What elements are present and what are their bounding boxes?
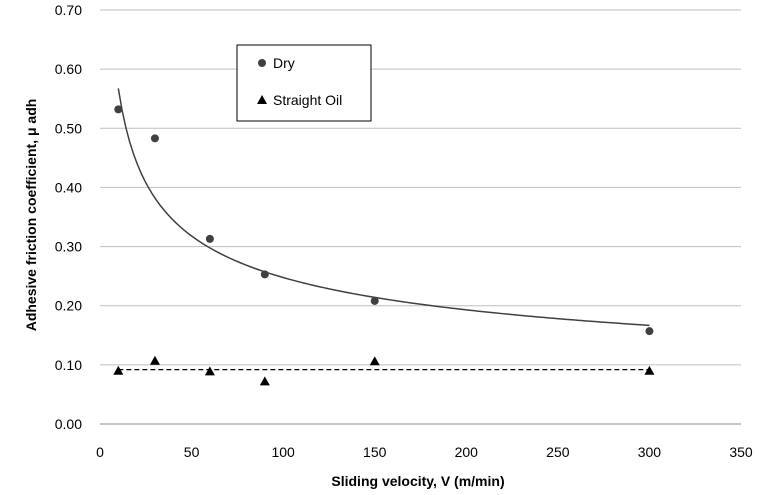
legend: Dry Straight Oil [236, 44, 372, 122]
y-tick-label: 0.40 [55, 179, 82, 195]
x-tick-label: 100 [271, 444, 295, 460]
x-tick-label: 50 [184, 444, 200, 460]
x-tick-label: 150 [363, 444, 387, 460]
trendlines [117, 88, 650, 371]
y-tick-label: 0.10 [55, 357, 82, 373]
legend-straight-oil-label: Straight Oil [273, 92, 342, 108]
y-tick-label: 0.30 [55, 239, 82, 255]
dry-data-point [114, 105, 123, 114]
dry-trendline [117, 88, 650, 327]
straight-oil-data-point [259, 376, 270, 386]
x-tick-label: 0 [96, 444, 104, 460]
x-tick-label: 350 [729, 444, 753, 460]
dry-data-point [645, 327, 654, 336]
x-tick-label: 300 [638, 444, 662, 460]
y-tick-label: 0.20 [55, 298, 82, 314]
y-tick-label: 0.70 [55, 2, 82, 18]
dry-data-point [150, 134, 159, 143]
x-tick-label: 200 [455, 444, 479, 460]
dry-data-point [370, 296, 379, 305]
straight-oil-data-point [149, 355, 160, 365]
tick-labels: 0.00 0.10 0.20 0.30 0.40 0.50 0.60 0.70 0 50 100 15… [55, 2, 753, 460]
straight-oil-data-point [644, 365, 655, 375]
x-tick-label: 250 [546, 444, 570, 460]
legend-straight-oil-marker [257, 95, 267, 104]
x-axis-title: Sliding velocity, V (m/min) [331, 473, 504, 489]
dry-data-point [260, 270, 269, 279]
straight-oil-data-point [113, 365, 124, 375]
y-axis-title: Adhesive friction coefficient, μ adh [23, 99, 39, 332]
straight-oil-data-point [369, 356, 380, 366]
y-tick-label: 0.50 [55, 120, 82, 136]
legend-dry-marker [258, 59, 266, 67]
straight-oil-data-point [204, 366, 215, 376]
legend-box [236, 44, 372, 122]
y-tick-label: 0.00 [55, 416, 82, 432]
dry-data-point [205, 234, 214, 243]
y-tick-label: 0.60 [55, 61, 82, 77]
legend-dry-label: Dry [273, 55, 295, 71]
data-points [113, 105, 655, 386]
